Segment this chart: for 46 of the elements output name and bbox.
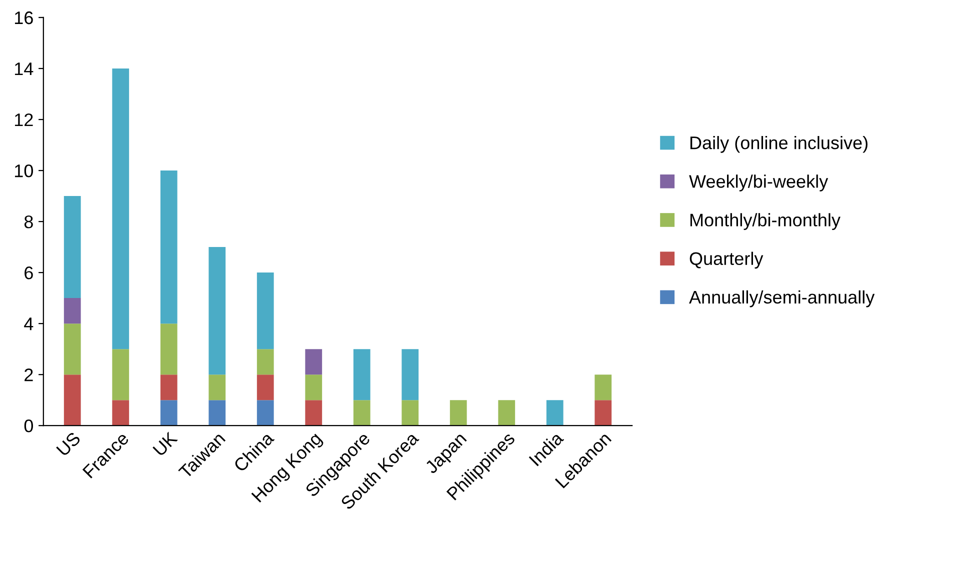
bar	[64, 324, 81, 375]
bar	[353, 400, 370, 426]
bar	[256, 349, 274, 375]
bar	[594, 400, 612, 426]
bar	[64, 196, 81, 298]
legend-label: Monthly/bi-monthly	[690, 213, 840, 230]
bar	[305, 374, 322, 400]
bar	[450, 400, 467, 426]
y-tick-label: 4	[24, 318, 34, 330]
legend-label: Daily (online inclusive)	[690, 136, 868, 153]
bar	[546, 400, 564, 426]
bar	[305, 349, 322, 375]
x-tick-label: US	[56, 431, 82, 457]
bar	[353, 349, 370, 400]
x-tick-label: UK	[152, 431, 178, 457]
y-tick-label: 16	[15, 11, 33, 24]
bar	[160, 324, 178, 375]
bar	[402, 400, 419, 426]
bar	[208, 400, 226, 426]
bar	[305, 400, 322, 426]
bar	[208, 374, 226, 400]
legend-label: Weekly/bi-weekly	[689, 174, 828, 192]
bar	[160, 170, 178, 324]
y-tick-label: 6	[24, 266, 33, 280]
bar	[112, 68, 130, 350]
legend-label: Quarterly	[690, 252, 764, 269]
bar	[208, 247, 226, 375]
y-tick-label: 10	[15, 164, 33, 178]
bar	[112, 349, 130, 400]
bar	[256, 272, 274, 350]
bar	[402, 349, 419, 400]
bar	[594, 374, 612, 400]
bar	[64, 374, 81, 426]
y-tick-label: 12	[15, 113, 33, 126]
bar	[498, 400, 516, 426]
bar	[160, 374, 178, 400]
y-tick-label: 2	[24, 368, 33, 382]
bar	[64, 298, 81, 324]
y-tick-label: 8	[24, 215, 33, 228]
bar	[256, 374, 274, 400]
y-tick-label: 0	[24, 420, 33, 432]
bar	[112, 400, 130, 426]
bar	[160, 400, 178, 426]
y-tick-label: 14	[15, 62, 34, 76]
legend-label: Annually/semi-annually	[689, 290, 875, 308]
bar	[256, 400, 274, 426]
